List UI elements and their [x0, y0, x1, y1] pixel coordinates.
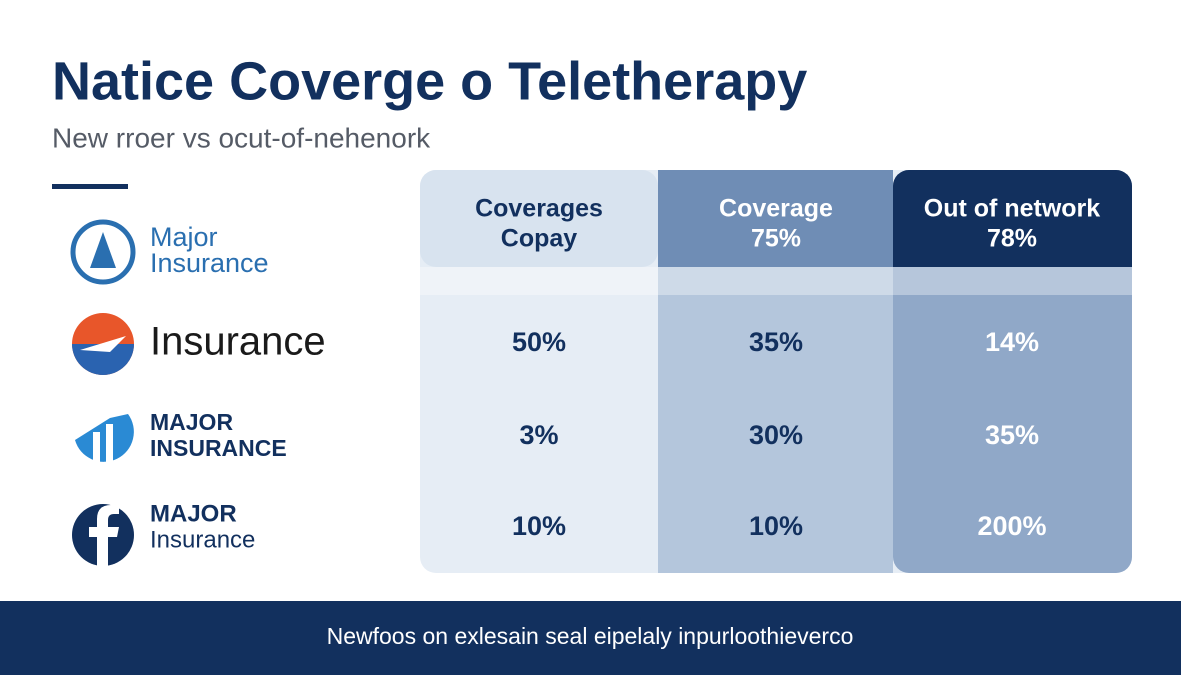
logo-text: Insurance — [150, 248, 269, 278]
logo-icon — [90, 232, 116, 268]
footer-bar — [0, 601, 1181, 675]
header-cell — [420, 170, 658, 267]
column-header: Copay — [501, 225, 578, 253]
logo-text: Insurance — [150, 526, 255, 553]
logo-icon — [93, 432, 100, 468]
logo-icon — [70, 219, 136, 285]
table-cell: 10% — [749, 511, 803, 541]
header-cell — [658, 170, 893, 267]
header-cell — [893, 230, 1132, 267]
footer-text: Newfoos on exlesain seal eipelaly inpurl… — [327, 623, 854, 649]
logo-icon — [106, 424, 113, 468]
table-cell: 10% — [512, 511, 566, 541]
divider — [52, 184, 128, 189]
band — [420, 267, 1132, 295]
logo-text: Major — [150, 222, 218, 252]
table-cell: 35% — [985, 420, 1039, 450]
column-header: 75% — [751, 225, 801, 253]
column-header: 78% — [987, 225, 1037, 253]
logo-icon — [80, 336, 126, 352]
table-cell: 200% — [977, 511, 1046, 541]
table-cell: 14% — [985, 327, 1039, 357]
logo-text: Insurance — [150, 320, 326, 364]
column-header: Coverages — [475, 195, 603, 223]
table-cell: 30% — [749, 420, 803, 450]
column-header: Coverage — [719, 195, 833, 223]
subtitle: New rroer vs ocut-of-nehenork — [52, 122, 431, 153]
column-header: Out of network — [924, 195, 1100, 223]
logo-icon — [72, 344, 134, 375]
logo-text: MAJOR — [150, 500, 237, 527]
table-cell: 35% — [749, 327, 803, 357]
column-bg — [893, 170, 1132, 573]
logo-text: MAJOR — [150, 409, 233, 435]
logo-text: INSURANCE — [150, 435, 287, 461]
logo-icon — [75, 414, 134, 462]
table-cell: 50% — [512, 327, 566, 357]
table-cell: 3% — [519, 420, 558, 450]
logo-icon — [89, 505, 119, 566]
title: Natice Coverge o Teletherapy — [52, 51, 807, 111]
